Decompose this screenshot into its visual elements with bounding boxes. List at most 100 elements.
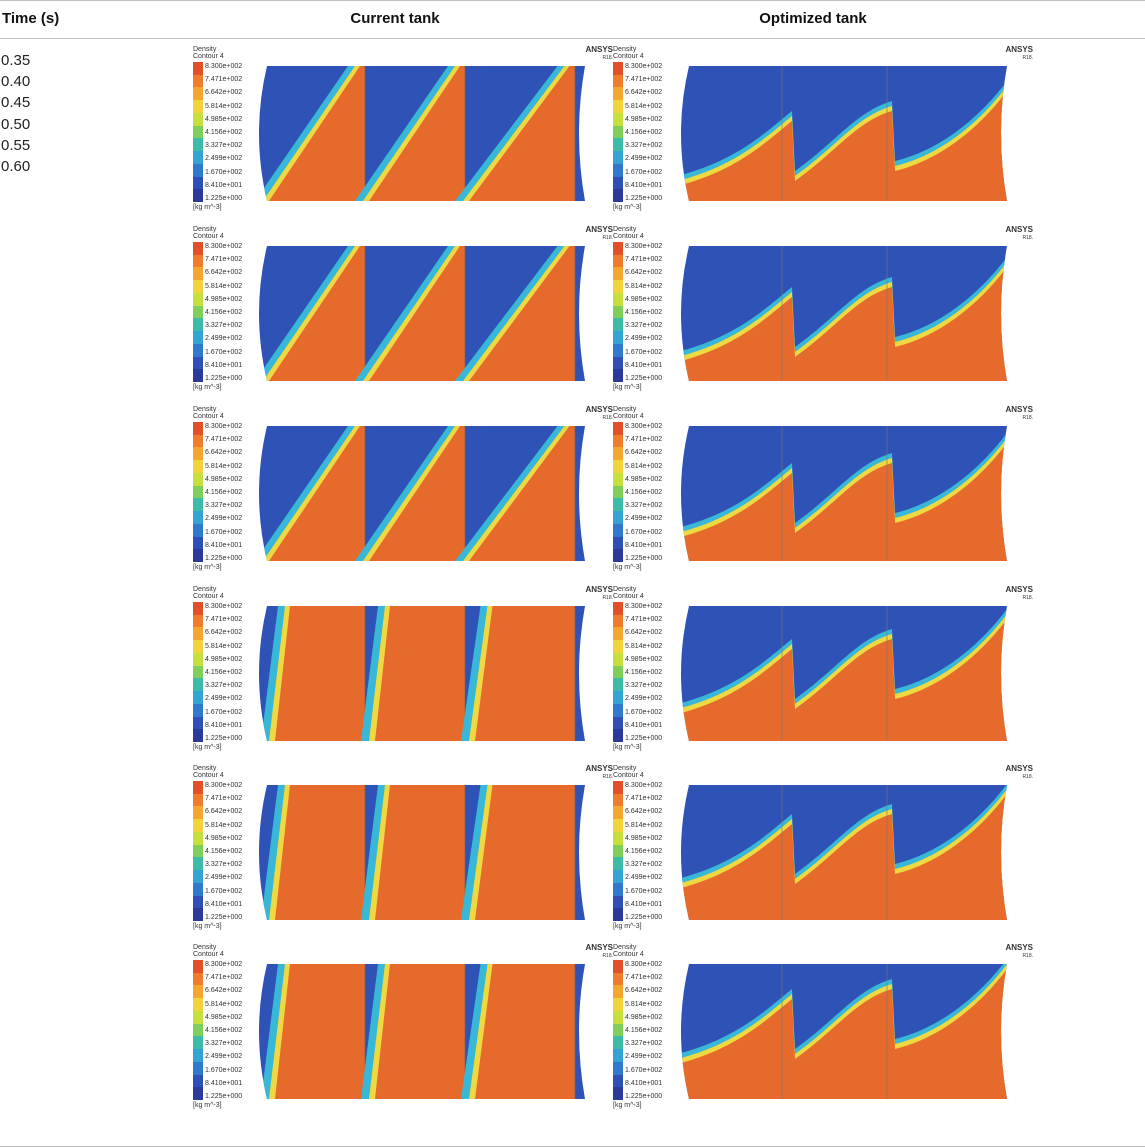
ansys-version: R18. bbox=[1022, 953, 1033, 959]
density-contour-plot bbox=[259, 426, 585, 561]
legend-contour: Contour 4 bbox=[613, 593, 644, 600]
color-bar bbox=[193, 242, 203, 383]
color-bar-tick: 7.471e+002 bbox=[625, 795, 663, 803]
color-bar-tick: 6.642e+002 bbox=[205, 269, 243, 277]
ansys-brand: ANSYS bbox=[1005, 45, 1033, 54]
color-bar-tick: 8.300e+002 bbox=[625, 243, 663, 250]
legend-contour: Contour 4 bbox=[193, 233, 224, 240]
legend-units: [kg m^-3] bbox=[193, 923, 222, 930]
legend-contour: Contour 4 bbox=[613, 53, 644, 60]
ansys-brand: ANSYS bbox=[1005, 943, 1033, 952]
optimized-tank-contour-panel: Density Contour 4 8.300e+002 7.471e+002 6.64… bbox=[613, 586, 1033, 751]
legend-title: Density Contour 4 bbox=[193, 226, 224, 240]
color-bar-tick: 8.300e+002 bbox=[205, 961, 243, 968]
ansys-logo: ANSYS R18. bbox=[1005, 226, 1033, 242]
color-bar-tick: 5.814e+002 bbox=[625, 102, 663, 110]
ansys-version: R18. bbox=[602, 235, 613, 241]
color-bar-tick: 8.300e+002 bbox=[205, 63, 243, 70]
current-tank-contour-panel: Density Contour 4 8.300e+002 7.471e+002 6.64… bbox=[193, 226, 613, 391]
color-bar-tick: 1.225e+000 bbox=[205, 555, 243, 563]
color-bar-tick: 1.670e+002 bbox=[205, 168, 243, 176]
color-bar-tick: 4.156e+002 bbox=[625, 309, 663, 317]
color-bar-tick: 7.471e+002 bbox=[205, 974, 243, 982]
legend-contour: Contour 4 bbox=[193, 413, 224, 420]
legend-variable: Density bbox=[613, 406, 637, 413]
color-bar-tick: 7.471e+002 bbox=[205, 616, 243, 624]
color-bar-tick: 2.499e+002 bbox=[625, 515, 663, 523]
color-bar-tick: 8.410e+001 bbox=[625, 721, 663, 729]
optimized-tank-contour-panel: Density Contour 4 8.300e+002 7.471e+002 6.64… bbox=[613, 46, 1033, 211]
color-bar-tick: 7.471e+002 bbox=[625, 256, 663, 264]
color-bar-tick: 6.642e+002 bbox=[625, 89, 663, 97]
legend-variable: Density bbox=[613, 765, 637, 772]
ansys-logo: ANSYS R18. bbox=[1005, 944, 1033, 960]
density-contour-plot bbox=[681, 66, 1007, 201]
color-bar bbox=[193, 960, 203, 1101]
color-bar-tick: 2.499e+002 bbox=[205, 515, 243, 523]
legend-variable: Density bbox=[193, 944, 217, 951]
density-contour-plot bbox=[259, 785, 585, 920]
ansys-logo: ANSYS R18. bbox=[585, 586, 613, 602]
legend-contour: Contour 4 bbox=[193, 53, 224, 60]
column-header-time: Time (s) bbox=[2, 10, 60, 27]
color-bar-ticks: 8.300e+002 7.471e+002 6.642e+002 5.814e+002… bbox=[625, 60, 662, 205]
color-bar-ticks: 8.300e+002 7.471e+002 6.642e+002 5.814e+002… bbox=[625, 779, 662, 924]
color-bar-tick: 4.985e+002 bbox=[205, 295, 243, 303]
color-bar-tick: 1.225e+000 bbox=[205, 914, 243, 922]
density-contour-plot bbox=[681, 606, 1007, 741]
ansys-brand: ANSYS bbox=[585, 764, 613, 773]
color-bar-ticks: 8.300e+002 7.471e+002 6.642e+002 5.814e+002… bbox=[205, 240, 242, 385]
color-bar-tick: 1.225e+000 bbox=[205, 735, 243, 743]
color-bar-tick: 4.985e+002 bbox=[205, 834, 243, 842]
current-tank-contour-panel: Density Contour 4 8.300e+002 7.471e+002 6.64… bbox=[193, 586, 613, 751]
current-tank-contour-panel: Density Contour 4 8.300e+002 7.471e+002 6.64… bbox=[193, 46, 613, 211]
color-bar-tick: 5.814e+002 bbox=[625, 1000, 663, 1008]
color-bar-tick: 2.499e+002 bbox=[205, 155, 243, 163]
legend-contour: Contour 4 bbox=[613, 772, 644, 779]
color-bar bbox=[613, 62, 623, 203]
legend-title: Density Contour 4 bbox=[193, 406, 224, 420]
color-bar-ticks: 8.300e+002 7.471e+002 6.642e+002 5.814e+002… bbox=[625, 958, 662, 1103]
color-bar-tick: 4.156e+002 bbox=[625, 848, 663, 856]
color-bar-tick: 2.499e+002 bbox=[625, 695, 663, 703]
color-bar-tick: 3.327e+002 bbox=[625, 322, 663, 330]
color-bar-tick: 8.410e+001 bbox=[205, 1079, 243, 1087]
ansys-brand: ANSYS bbox=[1005, 405, 1033, 414]
color-bar-tick: 3.327e+002 bbox=[625, 861, 663, 869]
color-bar bbox=[613, 781, 623, 922]
color-bar-tick: 3.327e+002 bbox=[205, 322, 243, 330]
legend-units: [kg m^-3] bbox=[193, 204, 222, 211]
color-bar-tick: 7.471e+002 bbox=[205, 256, 243, 264]
color-bar bbox=[193, 62, 203, 203]
color-bar-tick: 1.670e+002 bbox=[205, 1066, 243, 1074]
legend-variable: Density bbox=[613, 226, 637, 233]
legend-units: [kg m^-3] bbox=[193, 744, 222, 751]
color-bar-tick: 1.670e+002 bbox=[625, 708, 663, 716]
time-list: 0.35 0.40 0.45 0.50 0.55 0.60 bbox=[1, 50, 30, 177]
legend-title: Density Contour 4 bbox=[613, 226, 644, 240]
color-bar-ticks: 8.300e+002 7.471e+002 6.642e+002 5.814e+002… bbox=[625, 420, 662, 565]
current-tank-contour-panel: Density Contour 4 8.300e+002 7.471e+002 6.64… bbox=[193, 944, 613, 1109]
optimized-tank-contour-panel: Density Contour 4 8.300e+002 7.471e+002 6.64… bbox=[613, 944, 1033, 1109]
ansys-version: R18. bbox=[602, 55, 613, 61]
density-contour-plot bbox=[259, 964, 585, 1099]
color-bar-tick: 2.499e+002 bbox=[205, 335, 243, 343]
color-bar-tick: 4.156e+002 bbox=[625, 1027, 663, 1035]
color-bar-tick: 4.156e+002 bbox=[205, 129, 243, 137]
color-bar-ticks: 8.300e+002 7.471e+002 6.642e+002 5.814e+002… bbox=[205, 779, 242, 924]
legend-title: Density Contour 4 bbox=[193, 765, 224, 779]
color-bar-tick: 8.410e+001 bbox=[205, 181, 243, 189]
color-bar-tick: 1.670e+002 bbox=[625, 1066, 663, 1074]
time-value: 0.40 bbox=[1, 73, 31, 91]
color-bar-tick: 1.670e+002 bbox=[625, 887, 663, 895]
color-bar-tick: 8.300e+002 bbox=[625, 961, 663, 968]
color-bar-tick: 2.499e+002 bbox=[205, 874, 243, 882]
optimized-tank-contour-panel: Density Contour 4 8.300e+002 7.471e+002 6.64… bbox=[613, 765, 1033, 930]
color-bar-tick: 8.410e+001 bbox=[625, 541, 663, 549]
color-bar-tick: 5.814e+002 bbox=[625, 282, 663, 290]
legend-variable: Density bbox=[613, 46, 637, 53]
color-bar-tick: 6.642e+002 bbox=[205, 808, 243, 816]
color-bar-tick: 4.985e+002 bbox=[625, 1013, 663, 1021]
color-bar-tick: 1.670e+002 bbox=[205, 528, 243, 536]
color-bar-tick: 8.300e+002 bbox=[205, 782, 243, 789]
